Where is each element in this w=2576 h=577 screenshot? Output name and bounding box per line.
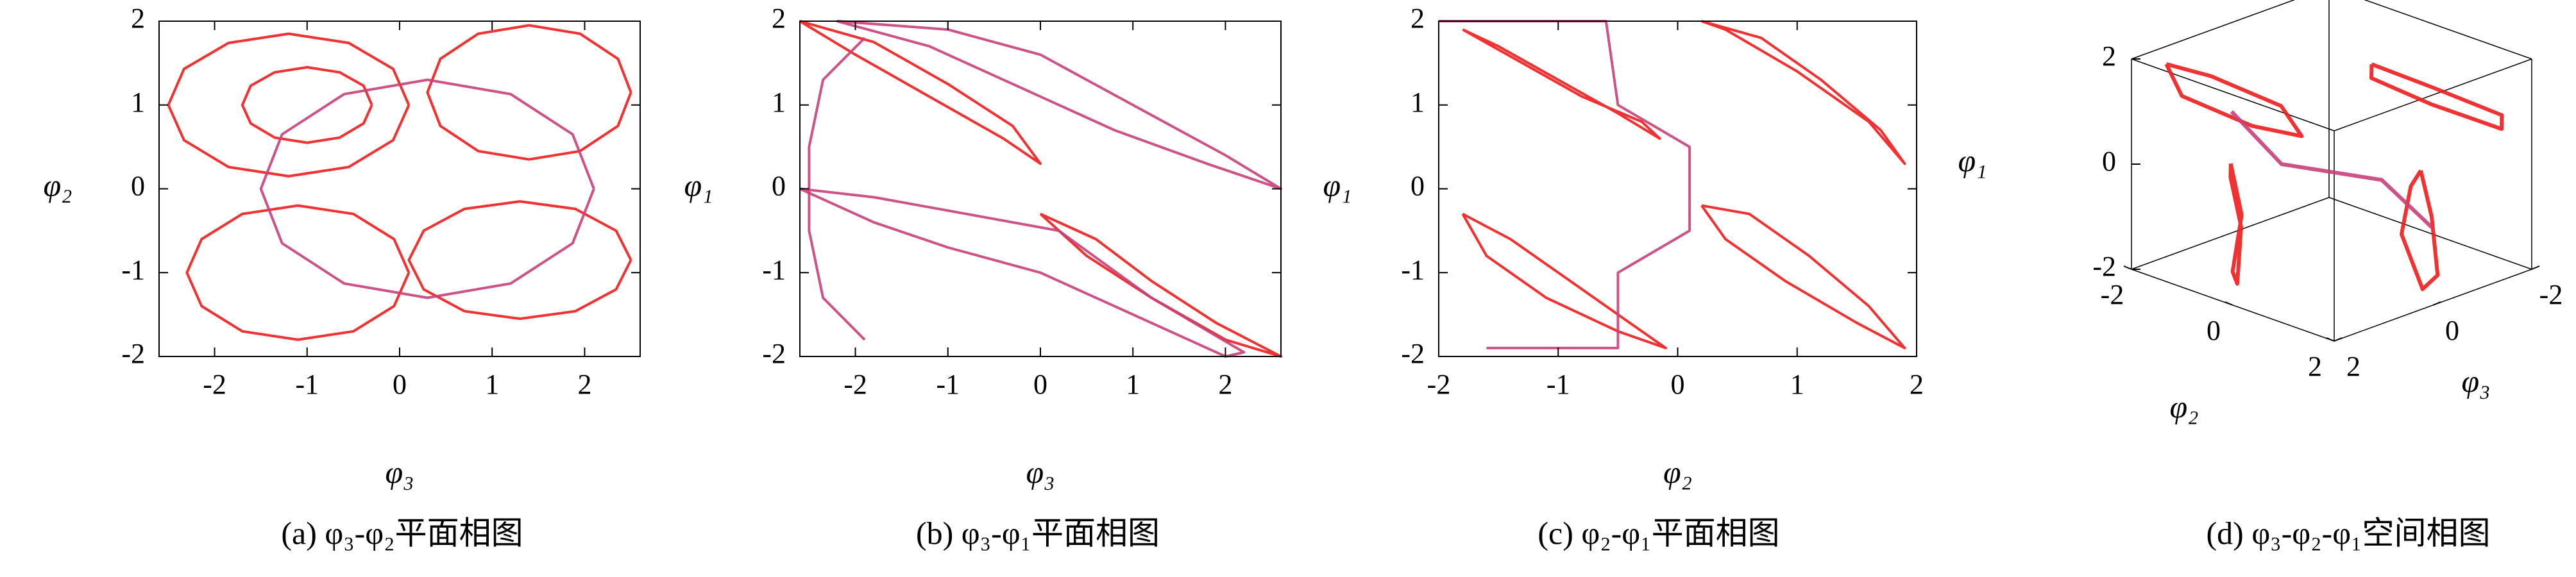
x-axis-label: φ₂	[1663, 454, 1692, 490]
y-tick-label: 0	[1411, 171, 1425, 202]
z-axis-label: φ₁	[1958, 142, 1987, 178]
trajectory	[2400, 169, 2440, 291]
x-tick-label: 0	[393, 369, 407, 400]
trajectory	[241, 65, 373, 144]
y-tick-label: -2	[1401, 338, 1425, 369]
x-tick-label: 2	[577, 369, 591, 400]
x-tick-label: -2	[203, 369, 226, 400]
y-axis-label: φ₃	[2461, 363, 2490, 399]
y-tick	[2432, 301, 2441, 306]
y-tick-label: 0	[131, 171, 145, 202]
x-tick	[2326, 337, 2335, 342]
x-tick-label: 1	[1126, 369, 1140, 400]
x-tick-label: 2	[1910, 369, 1924, 400]
y-tick-label: 1	[1411, 87, 1425, 118]
y-tick-label: -2	[762, 338, 786, 369]
y-axis-label: φ₁	[1323, 167, 1352, 203]
x-tick-label: 1	[1790, 369, 1804, 400]
x-tick-label: -1	[295, 369, 319, 400]
x-tick-label: 2	[2308, 351, 2322, 382]
trajectory	[1461, 212, 1667, 349]
trajectory	[2230, 110, 2434, 229]
y-tick-label: 2	[772, 3, 786, 34]
x-tick-label: 1	[485, 369, 499, 400]
y-axis-label: φ₂	[43, 167, 72, 203]
y-tick-label: 0	[772, 171, 786, 202]
y-tick-label: 0	[2445, 315, 2459, 346]
x-tick-label: 0	[1033, 369, 1047, 400]
x-tick-label: -1	[1546, 369, 1570, 400]
trajectory	[799, 187, 1246, 358]
caption: (a) φ₃-φ₂平面相图	[281, 515, 523, 551]
y-tick	[2334, 337, 2343, 342]
x-tick-label: -2	[843, 369, 867, 400]
trajectory	[167, 32, 411, 178]
box-edge	[2334, 58, 2532, 131]
trajectory	[185, 204, 411, 341]
trajectory	[426, 24, 632, 161]
trajectory	[259, 78, 595, 299]
trajectory	[1462, 28, 1661, 140]
plot-frame	[799, 21, 1282, 357]
x-tick-label: -2	[2101, 279, 2124, 310]
z-tick-label: -2	[2092, 251, 2116, 282]
x-axis-label: φ₂	[2169, 389, 2198, 424]
box-edge	[2131, 0, 2296, 60]
trajectory	[799, 20, 1042, 165]
trajectory	[808, 37, 866, 341]
caption: (b) φ₃-φ₁平面相图	[916, 515, 1160, 551]
y-tick-label: 2	[2346, 351, 2360, 382]
x-tick-label: 0	[2207, 315, 2221, 346]
caption: (d) φ₃-φ₂-φ₁空间相图	[2207, 515, 2491, 551]
x-tick	[2224, 301, 2233, 306]
trajectory	[1701, 20, 1906, 165]
y-tick-label: 2	[131, 3, 145, 34]
trajectory	[2228, 163, 2244, 286]
trajectory	[1039, 212, 1282, 358]
x-tick	[2123, 265, 2132, 270]
plot-frame	[158, 21, 641, 357]
caption: (c) φ₂-φ₁平面相图	[1538, 515, 1779, 551]
box-edge	[2364, 0, 2532, 60]
y-tick-label: 2	[1411, 3, 1425, 34]
x-tick-label: 2	[1218, 369, 1232, 400]
box-edge	[2131, 197, 2330, 270]
y-axis-label: φ₁	[684, 167, 713, 203]
box-edge	[2328, 197, 2532, 270]
z-tick-label: 2	[2102, 40, 2116, 72]
y-tick-label: -1	[762, 254, 786, 285]
y-tick	[2531, 265, 2540, 270]
y-tick-label: -1	[1401, 254, 1425, 285]
box-edge	[2131, 58, 2335, 131]
x-tick-label: 0	[1671, 369, 1685, 400]
trajectory	[2369, 62, 2504, 131]
trajectory	[836, 20, 1282, 190]
trajectory	[1700, 204, 1906, 349]
trajectory	[1439, 20, 1691, 349]
trajectory	[407, 200, 632, 321]
plot-frame	[1438, 21, 1917, 357]
x-tick-label: -1	[936, 369, 960, 400]
trajectory	[2164, 62, 2304, 138]
z-tick-label: 0	[2102, 146, 2116, 177]
x-axis-label: φ₃	[385, 454, 414, 490]
y-tick-label: -2	[2539, 279, 2563, 310]
x-tick-label: -2	[1427, 369, 1451, 400]
x-axis-label: φ₃	[1026, 454, 1055, 490]
y-tick-label: -1	[121, 254, 145, 285]
y-tick-label: 1	[131, 87, 145, 118]
y-tick-label: -2	[121, 338, 145, 369]
y-tick-label: 1	[772, 87, 786, 118]
